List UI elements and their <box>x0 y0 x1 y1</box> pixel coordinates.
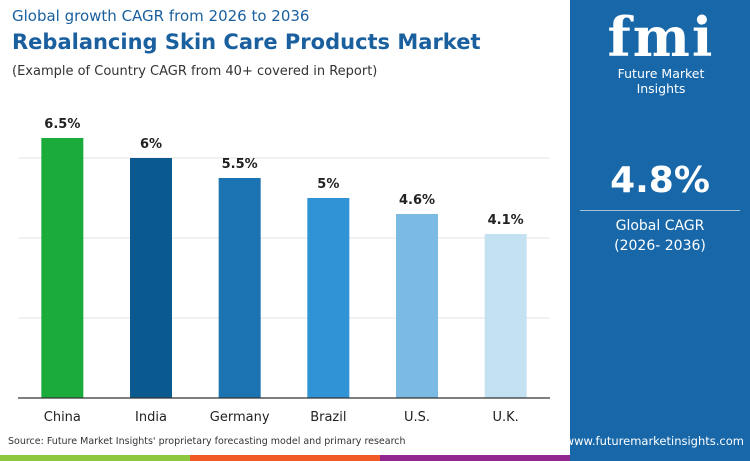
chart-title: Rebalancing Skin Care Products Market <box>12 30 481 54</box>
source-note: Source: Future Market Insights' propriet… <box>8 436 406 447</box>
color-strip-orange <box>190 455 380 461</box>
x-tick-label: Germany <box>210 410 270 425</box>
logo-mark: fmi <box>607 5 715 69</box>
data-label: 6% <box>140 137 162 152</box>
global-cagr-value: 4.8% <box>610 160 710 201</box>
data-label: 5.5% <box>222 157 258 172</box>
bar-us <box>396 214 438 398</box>
bar-brazil <box>307 198 350 398</box>
bar-uk <box>484 234 527 398</box>
bar-chart: 6.5% China 6% India 5.5% Germany 5% Brazil 4.6% U… <box>18 117 550 425</box>
data-label: 4.1% <box>488 213 524 228</box>
x-tick-label: U.K. <box>493 410 519 425</box>
bar-china <box>41 138 84 398</box>
data-label: 6.5% <box>44 117 80 132</box>
fmi-logo: fmi Future Market Insights <box>596 8 726 96</box>
chart-subtitle: Global growth CAGR from 2026 to 2036 <box>12 7 310 25</box>
global-cagr-label: Global CAGR (2026- 2036) <box>570 216 750 256</box>
x-tick-label: Brazil <box>310 410 346 425</box>
color-strip-purple <box>380 455 570 461</box>
color-strip-green <box>0 455 190 461</box>
cagr-period: (2026- 2036) <box>614 238 706 254</box>
divider <box>580 210 740 211</box>
chart-note: (Example of Country CAGR from 40+ covere… <box>12 64 378 79</box>
logo-brand: Future Market Insights <box>617 66 705 96</box>
data-label: 5% <box>317 177 339 192</box>
cagr-label: Global CAGR <box>615 218 705 234</box>
data-label: 4.6% <box>399 193 435 208</box>
x-tick-label: India <box>135 410 167 425</box>
x-tick-label: China <box>44 410 81 425</box>
website-url: www.futuremarketinsights.com <box>564 434 744 448</box>
bar-germany <box>218 178 261 398</box>
x-tick-label: U.S. <box>404 410 430 425</box>
summary-panel: fmi Future Market Insights 4.8% Global C… <box>565 0 750 461</box>
bar-india <box>130 158 172 398</box>
